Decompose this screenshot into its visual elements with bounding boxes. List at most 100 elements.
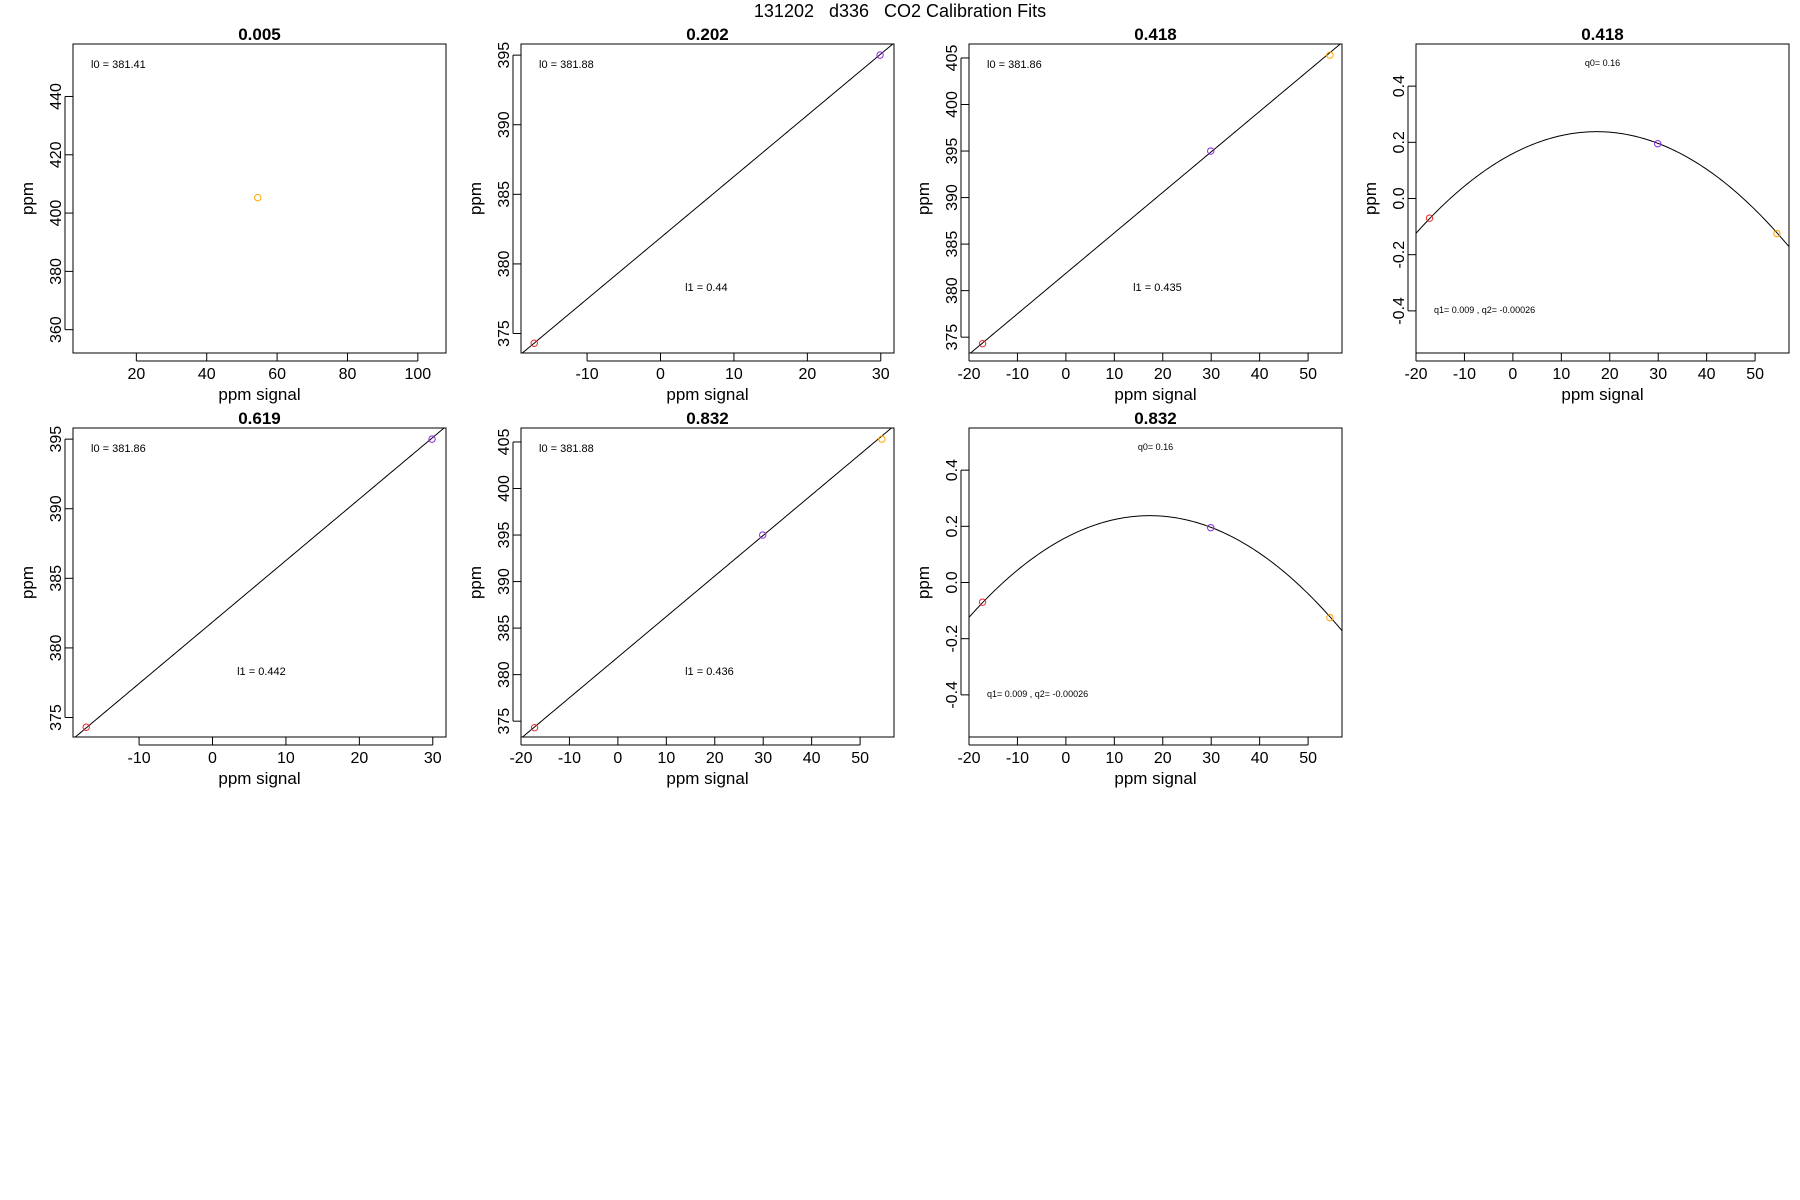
y-tick-label: 395 [496,42,513,69]
x-tick-label: 10 [657,750,675,767]
y-tick-label: 380 [496,661,513,688]
fit-curve [1416,131,1789,248]
plot-frame [968,43,1343,354]
x-axis-label: ppm signal [218,385,300,404]
y-tick-label: 440 [48,83,65,110]
x-axis-label: ppm signal [218,769,300,788]
y-tick-label: 390 [496,568,513,595]
chart-panel-7: 0.832 -20 -10 0 10 20 30 40 50 -0.4 -0.2 0.0 0.2 0.4 p… [914,409,1343,788]
panel-title: 0.418 [1134,25,1177,44]
fit-annotation: l1 = 0.442 [237,666,286,678]
x-tick-label: 10 [725,366,743,383]
y-tick-label: 380 [48,258,65,285]
fit-annotation: l0 = 381.41 [91,59,146,71]
y-tick-label: -0.4 [944,681,961,709]
x-tick-label: 10 [1552,366,1570,383]
y-axis-label: ppm [18,566,37,599]
y-tick-label: 400 [48,200,65,227]
chart-panel-3: 0.418 -20 -10 0 10 20 30 40 50 375 380 385 390 395 400… [914,25,1343,404]
data-point [978,598,987,606]
data-point [428,435,436,443]
data-point [1654,140,1662,148]
x-tick-label: 30 [1649,366,1667,383]
panel-title: 0.619 [238,409,281,428]
y-tick-label: 380 [48,634,65,661]
x-tick-label: 40 [1251,366,1269,383]
x-tick-label: -10 [558,750,581,767]
x-axis-label: ppm signal [1114,769,1196,788]
data-point [878,435,886,443]
y-tick-label: 390 [48,495,65,522]
y-tick-label: 395 [496,522,513,549]
fit-annotation: l0 = 381.86 [91,443,146,455]
fit-annotation: q1= 0.009 , q2= -0.00026 [1434,305,1535,315]
y-tick-label: 385 [944,231,961,258]
data-point [1207,524,1215,532]
x-tick-label: 20 [127,366,145,383]
x-tick-label: 0 [1508,366,1517,383]
y-tick-label: 390 [496,111,513,138]
x-tick-label: 0 [656,366,665,383]
y-tick-label: 375 [48,704,65,731]
y-tick-label: 405 [496,429,513,456]
x-tick-label: 20 [798,366,816,383]
y-tick-label: 385 [496,615,513,642]
fit-curve [74,428,445,737]
fit-curve [969,44,1342,353]
x-tick-label: -20 [957,366,980,383]
x-axis-label: ppm signal [1114,385,1196,404]
panel-title: 0.832 [686,409,729,428]
plot-frame [520,43,895,354]
data-point [1773,229,1781,238]
x-tick-label: 30 [1202,750,1220,767]
y-axis-label: ppm [914,182,933,215]
x-axis-label: ppm signal [666,769,748,788]
y-tick-label: -0.4 [1391,297,1408,325]
data-point [1207,147,1215,155]
x-tick-label: 30 [754,750,772,767]
x-tick-label: 0 [613,750,622,767]
x-tick-label: 50 [851,750,869,767]
y-tick-label: 0.2 [1391,131,1408,153]
fit-annotation: l1 = 0.435 [1133,282,1182,294]
chart-panel-6: 0.832 -20 -10 0 10 20 30 40 50 375 380 385 390 395 400… [466,409,895,788]
y-tick-label: 380 [496,250,513,277]
x-tick-label: 20 [706,750,724,767]
x-tick-label: 0 [1061,750,1070,767]
fit-annotation: q0= 0.16 [1585,58,1620,68]
x-tick-label: 0 [1061,366,1070,383]
data-point [759,531,767,539]
data-point [1326,613,1334,622]
x-tick-label: -10 [576,366,599,383]
y-tick-label: 375 [496,320,513,347]
x-tick-label: -20 [1404,366,1427,383]
y-axis-label: ppm [466,182,485,215]
fit-curve [969,515,1342,632]
y-tick-label: 0.0 [1391,187,1408,209]
x-tick-label: 50 [1746,366,1764,383]
x-tick-label: 40 [1251,750,1269,767]
x-axis-label: ppm signal [666,385,748,404]
y-tick-label: 0.4 [944,459,961,481]
x-tick-label: 30 [424,750,442,767]
panel-title: 0.832 [1134,409,1177,428]
data-point [978,339,987,348]
panel-title: 0.202 [686,25,729,44]
fit-annotation: l1 = 0.44 [685,282,728,294]
x-tick-label: 30 [1202,366,1220,383]
y-tick-label: 375 [496,708,513,735]
chart-panel-4: 0.418 -20 -10 0 10 20 30 40 50 -0.4 -0.2 0.0 0.2 0.4 p… [1361,25,1790,404]
x-tick-label: -10 [128,750,151,767]
data-point [1326,51,1334,59]
x-tick-label: 0 [208,750,217,767]
plot-frame [520,427,895,738]
x-tick-label: 40 [198,366,216,383]
y-tick-label: -0.2 [1391,241,1408,269]
x-tick-label: 50 [1299,366,1317,383]
x-tick-label: 60 [268,366,286,383]
x-tick-label: 20 [1154,366,1172,383]
x-tick-label: -10 [1453,366,1476,383]
y-tick-label: 0.0 [944,571,961,593]
chart-panel-2: 0.202 -10 0 10 20 30 375 380 385 390 395 ppm signal… [466,25,895,404]
